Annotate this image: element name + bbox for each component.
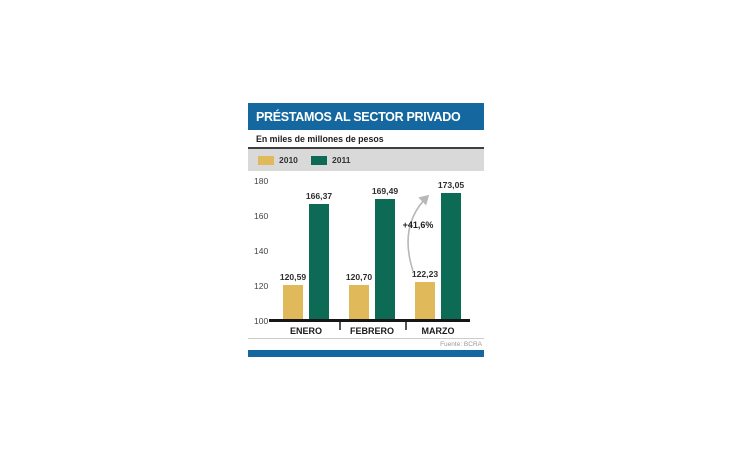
y-axis-tick-label: 100 [254,316,269,326]
bar-chart: +41,6% 100 120 140 160 180 120,59 120,70 122,23… [248,171,484,337]
category-separator-tick [404,322,407,330]
bar-value-label: 120,59 [279,271,307,282]
source-label: Fuente: BCRA [440,341,482,348]
bar-value-label: 173,05 [437,179,465,190]
y-axis-tick-label: 140 [254,245,269,256]
footer-divider [248,338,484,339]
legend-label-2011: 2011 [332,155,351,165]
bar-2011-marzo [441,192,461,321]
category-label-marzo: MARZO [421,326,455,336]
growth-annotation: +41,6% [402,220,434,230]
x-axis-baseline [269,319,470,322]
y-axis-tick-label: 160 [254,210,269,221]
bar-value-label: 169,49 [371,185,399,196]
legend-item-2010: 2010 [258,149,298,171]
chart-subtitle: En miles de millones de pesos [256,134,384,144]
category-label-febrero: FEBRERO [349,326,394,336]
bar-value-label: 122,23 [411,268,439,279]
legend-swatch-2011 [311,155,327,165]
y-axis-tick-label: 180 [254,175,269,186]
bar-2010-enero [283,284,303,321]
chart-title: PRÉSTAMOS AL SECTOR PRIVADO [256,109,461,124]
bar-2010-marzo [415,281,435,321]
legend: 2010 2011 [248,149,484,171]
bar-2011-enero [309,204,329,321]
y-axis-tick-label: 120 [254,280,269,291]
category-separator-tick [338,322,341,330]
subtitle-divider [248,147,484,149]
legend-swatch-2010 [258,155,274,165]
legend-item-2011: 2011 [311,149,350,171]
bar-2011-febrero [375,198,395,321]
bar-2010-febrero [349,284,369,321]
legend-label-2010: 2010 [279,155,298,165]
infographic: PRÉSTAMOS AL SECTOR PRIVADO En miles de … [248,103,484,357]
bottom-accent-bar [248,350,484,357]
bar-value-label: 120,70 [345,271,373,282]
bar-value-label: 166,37 [305,191,333,202]
chart-title-bar: PRÉSTAMOS AL SECTOR PRIVADO [248,103,484,130]
category-label-enero: ENERO [289,326,322,336]
